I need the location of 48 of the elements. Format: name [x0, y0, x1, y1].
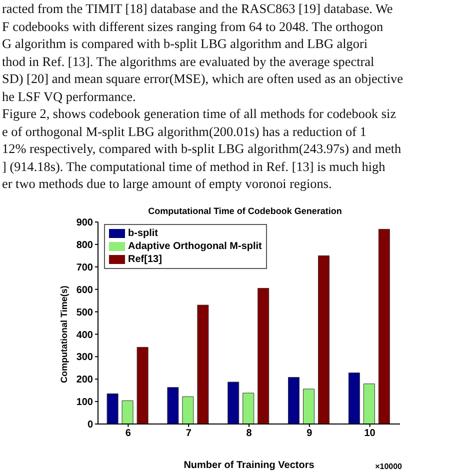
y-tick-label: 400: [76, 330, 94, 341]
text: er two methods due to large amount of empty voronoi regions.: [2, 175, 333, 192]
text: he LSF VQ performance.: [2, 88, 137, 105]
text: thod in Ref. [13]. The algorithms are evaluated by the average spectral: [2, 52, 376, 70]
legend-label: b-split: [128, 227, 158, 240]
y-tick-label: 200: [76, 374, 94, 386]
x-tick-label: 10: [364, 428, 376, 440]
bar: [242, 392, 254, 424]
bar: [197, 304, 209, 424]
chart-title: Computational Time of Codebook Generation: [147, 206, 343, 216]
text: ] (914.18s). The computational time of method in Ref. [13] is much high: [2, 158, 386, 175]
y-tick-label: 800: [76, 240, 94, 251]
legend-label: Ref[13]: [128, 253, 162, 266]
y-axis-title: Computational Time(s): [59, 286, 70, 383]
x-tick-label: 9: [306, 428, 313, 440]
bar: [303, 388, 315, 424]
bar: [182, 396, 194, 424]
caption: Figure 2, shows codebook generation time of all methods for codebook siz: [2, 105, 398, 122]
text: e of orthogonal M-split LBG algorithm(200.01s) has a reduction of 1: [2, 122, 368, 140]
bar: [348, 372, 360, 424]
bar: [288, 377, 300, 424]
bar: [136, 346, 148, 424]
bar: [258, 288, 270, 424]
x-tick-label: 8: [246, 428, 252, 440]
bar: [167, 387, 179, 424]
bar: [363, 384, 375, 424]
y-tick-label: 500: [76, 307, 94, 318]
text: F codebooks with different sizes ranging from 64 to 2048. The orthogon: [2, 18, 384, 35]
bar: [228, 382, 240, 424]
bar: [318, 255, 330, 424]
text: ×10000: [375, 462, 402, 471]
bar: [122, 400, 134, 424]
text: SD) [20] and mean square error(MSE), which are often used as an objective: [2, 70, 404, 88]
x-tick-label: 7: [186, 428, 192, 440]
y-tick-label: 700: [76, 262, 94, 274]
y-tick-label: 900: [76, 218, 94, 229]
bar: [378, 228, 390, 424]
x-axis-title: Number of Training Vectors: [184, 460, 315, 471]
text: G algorithm is compared with b-split LBG algorithm and LBG algori: [2, 35, 369, 52]
x-tick-label: 6: [125, 428, 132, 440]
bar: [106, 393, 118, 424]
y-tick-label: 0: [87, 420, 94, 431]
y-tick-label: 300: [76, 352, 94, 364]
text: 12% respectively, compared with b-split LBG algorithm(243.97s) and meth: [2, 140, 402, 158]
y-tick-label: 600: [76, 284, 94, 296]
text: racted from the TIMIT [18] database and the RASC863 [19] database. We: [2, 0, 394, 18]
legend-label: Adaptive Orthogonal M-split: [128, 240, 262, 253]
y-tick-label: 100: [76, 397, 94, 408]
